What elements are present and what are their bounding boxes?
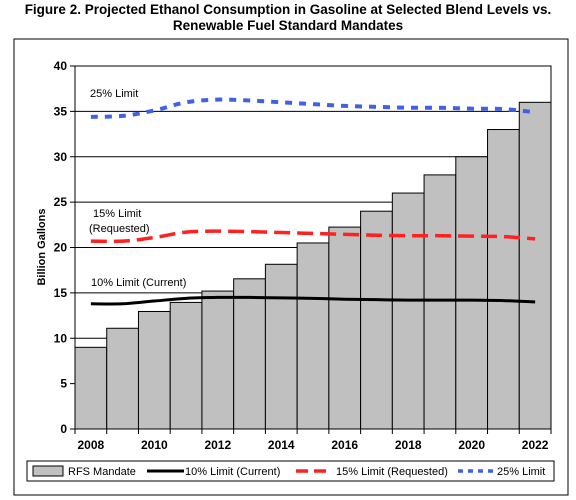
x-tick-label: 2010 — [141, 438, 168, 452]
annotation-10-limit: 10% Limit (Current) — [91, 277, 186, 289]
bar-rfs-2008 — [74, 346, 108, 430]
bar-rfs-2015 — [296, 242, 330, 430]
x-tick-label: 2008 — [78, 438, 105, 452]
legend-label-15: 15% Limit (Requested) — [336, 466, 448, 478]
y-tick-label: 5 — [60, 377, 67, 391]
annotation-15-limit: 15% Limit — [93, 208, 141, 220]
line-series-3 — [90, 97, 536, 119]
y-tick-label: 35 — [54, 104, 68, 118]
figure-title-line1: Figure 2. Projected Ethanol Consumption … — [24, 2, 552, 17]
bar-rfs-2012 — [201, 290, 235, 430]
x-tick-label: 2020 — [458, 438, 485, 452]
line-series-1 — [90, 295, 536, 306]
annotation-25-limit: 25% Limit — [90, 88, 138, 100]
bar-rfs-2014 — [264, 263, 298, 430]
figure-title-line2: Renewable Fuel Standard Mandates — [172, 18, 404, 33]
x-tick-label: 2016 — [331, 438, 358, 452]
bar-rfs-2017 — [360, 210, 393, 430]
y-axis-title: Billion Gallons — [36, 208, 48, 285]
y-tick-label: 0 — [60, 422, 67, 436]
y-ticks: 0 5 10 15 20 25 30 35 40 — [54, 59, 75, 436]
bar-rfs-2019 — [423, 174, 457, 430]
y-tick-label: 25 — [54, 195, 68, 209]
bar-rfs-2021 — [487, 129, 520, 430]
x-tick-label: 2022 — [522, 438, 549, 452]
y-tick-label: 20 — [54, 241, 68, 255]
legend-label-10: 10% Limit (Current) — [185, 466, 280, 478]
x-ticks: 2008 2010 2012 2014 2016 2018 2020 2022 — [74, 429, 552, 452]
legend-label-rfs: RFS Mandate — [68, 466, 136, 478]
x-tick-label: 2018 — [395, 438, 422, 452]
bar-rfs-2018 — [391, 192, 425, 430]
line-series — [90, 97, 536, 306]
y-tick-label: 15 — [54, 286, 68, 300]
annotation-15-requested: (Requested) — [89, 223, 150, 235]
bar-rfs-2009 — [106, 327, 139, 430]
y-tick-label: 40 — [54, 59, 68, 73]
line-series-2 — [90, 229, 536, 244]
legend-label-25: 25% Limit — [497, 466, 545, 478]
figure-title: Figure 2. Projected Ethanol Consumption … — [0, 2, 576, 34]
bar-series — [74, 101, 552, 430]
bar-rfs-2010 — [137, 310, 171, 430]
bar-rfs-2020 — [455, 156, 489, 430]
y-tick-label: 30 — [54, 150, 68, 164]
bar-rfs-2022 — [518, 101, 552, 430]
legend-box — [26, 460, 555, 482]
bar-rfs-2013 — [233, 278, 266, 430]
figure-frame — [13, 38, 569, 496]
bar-rfs-2011 — [169, 301, 203, 430]
x-tick-label: 2012 — [204, 438, 231, 452]
x-tick-label: 2014 — [268, 438, 295, 452]
legend-swatch-rfs — [32, 465, 64, 477]
y-tick-label: 10 — [54, 331, 68, 345]
bar-rfs-2016 — [328, 226, 362, 430]
legend: RFS Mandate 10% Limit (Current) 15% Limi… — [26, 460, 555, 482]
